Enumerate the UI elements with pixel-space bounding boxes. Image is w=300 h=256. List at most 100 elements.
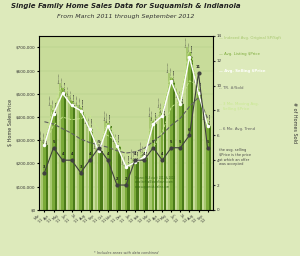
Text: $277,000: $277,000 xyxy=(119,133,120,145)
Text: 6: 6 xyxy=(188,127,191,132)
Text: $289,950: $289,950 xyxy=(44,132,46,142)
Text: $385,000: $385,000 xyxy=(104,110,106,120)
Bar xyxy=(146,157,148,210)
Bar xyxy=(118,146,121,210)
Text: $186,000: $186,000 xyxy=(128,154,129,166)
Text: $549,950: $549,950 xyxy=(195,71,197,82)
Text: $659,000: $659,000 xyxy=(191,44,193,56)
Text: 4: 4 xyxy=(161,153,164,156)
Bar xyxy=(164,116,166,210)
Text: $220,000: $220,000 xyxy=(131,148,134,158)
Text: $470,000: $470,000 xyxy=(179,90,182,100)
Bar xyxy=(46,145,48,210)
Bar xyxy=(170,78,172,210)
Text: $190,000: $190,000 xyxy=(125,155,127,165)
Bar xyxy=(204,120,206,210)
Bar xyxy=(172,81,175,210)
Bar xyxy=(177,97,179,210)
Text: # of Homes Sold: # of Homes Sold xyxy=(292,102,297,143)
Text: $485,000: $485,000 xyxy=(177,86,179,97)
Text: $439,000: $439,000 xyxy=(159,97,161,107)
Bar xyxy=(113,142,116,210)
Text: 4: 4 xyxy=(134,153,136,156)
Text: 5: 5 xyxy=(52,140,55,144)
Text: $363,000: $363,000 xyxy=(209,113,211,125)
Text: -- 3 Mo. Moving Avg.
   Selling $Price: -- 3 Mo. Moving Avg. Selling $Price xyxy=(219,102,259,111)
Bar xyxy=(98,150,100,210)
Text: $590,000: $590,000 xyxy=(168,62,170,72)
Text: From March 2011 through September 2012: From March 2011 through September 2012 xyxy=(57,14,195,19)
Text: $428,000: $428,000 xyxy=(82,98,84,110)
Text: $280,000: $280,000 xyxy=(46,132,48,144)
Text: $679,000: $679,000 xyxy=(188,41,190,52)
Text: 4: 4 xyxy=(107,153,109,156)
Text: — Indexed Avg. Original SP/Sqft: — Indexed Avg. Original SP/Sqft xyxy=(219,36,281,40)
Text: $235,000: $235,000 xyxy=(143,144,145,155)
Text: $502,000: $502,000 xyxy=(64,80,66,93)
Bar xyxy=(100,152,103,210)
Text: $205,000: $205,000 xyxy=(137,150,138,162)
Text: $374,900: $374,900 xyxy=(206,112,208,122)
Text: 5: 5 xyxy=(152,140,154,144)
Text: — Avg. Selling $Price: — Avg. Selling $Price xyxy=(219,69,266,73)
Text: $419,000: $419,000 xyxy=(161,102,163,112)
Text: $285,000: $285,000 xyxy=(116,133,118,143)
Bar xyxy=(116,144,118,210)
Text: 3: 3 xyxy=(43,165,46,169)
Bar xyxy=(52,110,55,210)
Bar xyxy=(200,93,202,210)
Bar xyxy=(95,148,98,210)
Bar xyxy=(70,101,73,210)
Text: $545,000: $545,000 xyxy=(59,72,61,83)
Text: 2: 2 xyxy=(116,177,118,181)
Bar xyxy=(197,89,200,210)
Text: $502,000: $502,000 xyxy=(200,80,202,93)
Bar xyxy=(88,127,91,210)
Text: $195,000: $195,000 xyxy=(122,154,124,164)
Text: 4: 4 xyxy=(88,153,91,156)
Text: $525,000: $525,000 xyxy=(61,77,64,87)
Bar xyxy=(68,97,70,210)
Bar xyxy=(134,161,136,210)
Bar xyxy=(64,93,66,210)
Bar xyxy=(82,111,84,210)
Text: $370,000: $370,000 xyxy=(86,113,88,123)
Text: $439,950: $439,950 xyxy=(80,97,82,107)
Bar xyxy=(55,114,57,210)
Text: Single Family Home Sales Data for Suquamish & Indianola: Single Family Home Sales Data for Suquam… xyxy=(11,3,241,9)
Text: 5: 5 xyxy=(206,140,209,144)
Bar xyxy=(140,152,143,210)
Bar xyxy=(154,124,157,210)
Bar xyxy=(209,126,211,210)
Text: 4: 4 xyxy=(143,153,145,156)
Bar xyxy=(91,129,94,210)
Bar xyxy=(195,82,197,210)
Bar xyxy=(149,117,152,210)
Text: $355,000: $355,000 xyxy=(89,116,91,127)
Text: $375,000: $375,000 xyxy=(107,112,109,122)
Text: $362,000: $362,000 xyxy=(110,113,111,125)
Text: $295,000: $295,000 xyxy=(113,130,116,141)
Text: $405,000: $405,000 xyxy=(164,103,166,115)
Bar xyxy=(125,166,127,210)
Text: $700,000: $700,000 xyxy=(186,36,188,47)
Text: $265,000: $265,000 xyxy=(95,137,97,148)
Text: -- TR. #/Sold: -- TR. #/Sold xyxy=(219,86,244,90)
Text: $429,950: $429,950 xyxy=(52,99,55,109)
Bar xyxy=(109,126,112,210)
Bar xyxy=(191,57,193,210)
Text: $554,000: $554,000 xyxy=(173,68,175,81)
Text: $252,000: $252,000 xyxy=(100,138,102,151)
Bar xyxy=(152,121,154,210)
Text: $570,000: $570,000 xyxy=(170,67,172,77)
Bar xyxy=(143,155,145,210)
Bar xyxy=(77,105,80,210)
Text: * Includes areas with data combined: * Includes areas with data combined xyxy=(94,251,158,255)
Text: $450,000: $450,000 xyxy=(74,92,75,105)
Text: $389,000: $389,000 xyxy=(204,109,206,119)
Text: $449,950: $449,950 xyxy=(77,94,79,105)
Text: $449,950: $449,950 xyxy=(50,94,52,105)
Bar xyxy=(188,52,190,210)
Bar xyxy=(131,159,134,210)
Bar xyxy=(127,167,130,210)
